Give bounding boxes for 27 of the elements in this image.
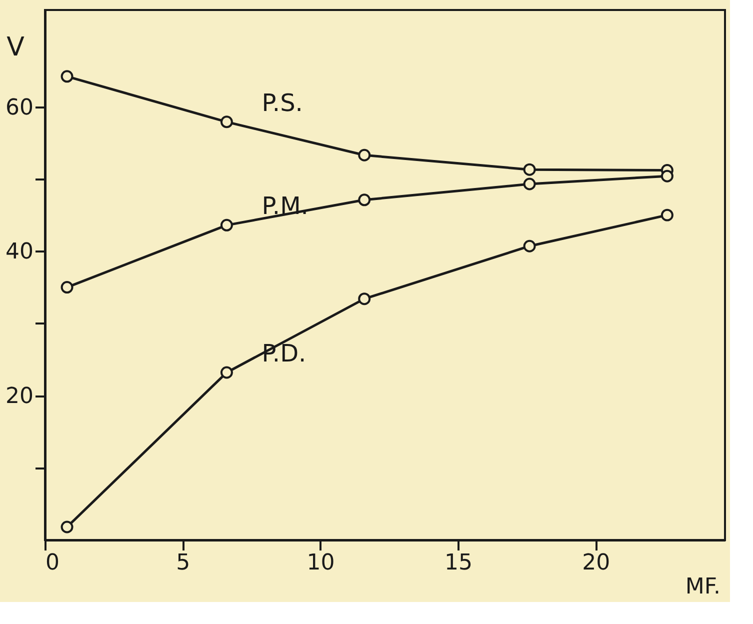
point [660,208,674,222]
y-tick-label: 20 [6,384,34,410]
point [660,170,674,182]
x-tick-label: 0 [46,550,60,576]
point [60,281,74,294]
series-label: P.D. [262,339,306,368]
point [523,178,536,190]
y-tick-label: 40 [6,240,34,265]
point [523,240,536,252]
point [60,520,74,534]
point [220,366,233,379]
point [60,70,74,83]
x-tick-label: 5 [176,550,190,576]
point [220,218,233,232]
point [358,148,371,162]
point [523,163,536,176]
y-tick-label: 60 [6,95,34,120]
point [358,292,371,306]
x-tick-label: 15 [444,550,472,576]
x-tick-label: 20 [582,550,610,576]
series-label: P.S. [262,88,303,117]
x-axis-title: MF. [685,574,720,600]
series-label: P.M. [262,192,308,220]
point [220,116,233,128]
x-tick-label: 10 [306,550,335,576]
y-axis-title: V [6,32,25,62]
point [358,194,371,206]
